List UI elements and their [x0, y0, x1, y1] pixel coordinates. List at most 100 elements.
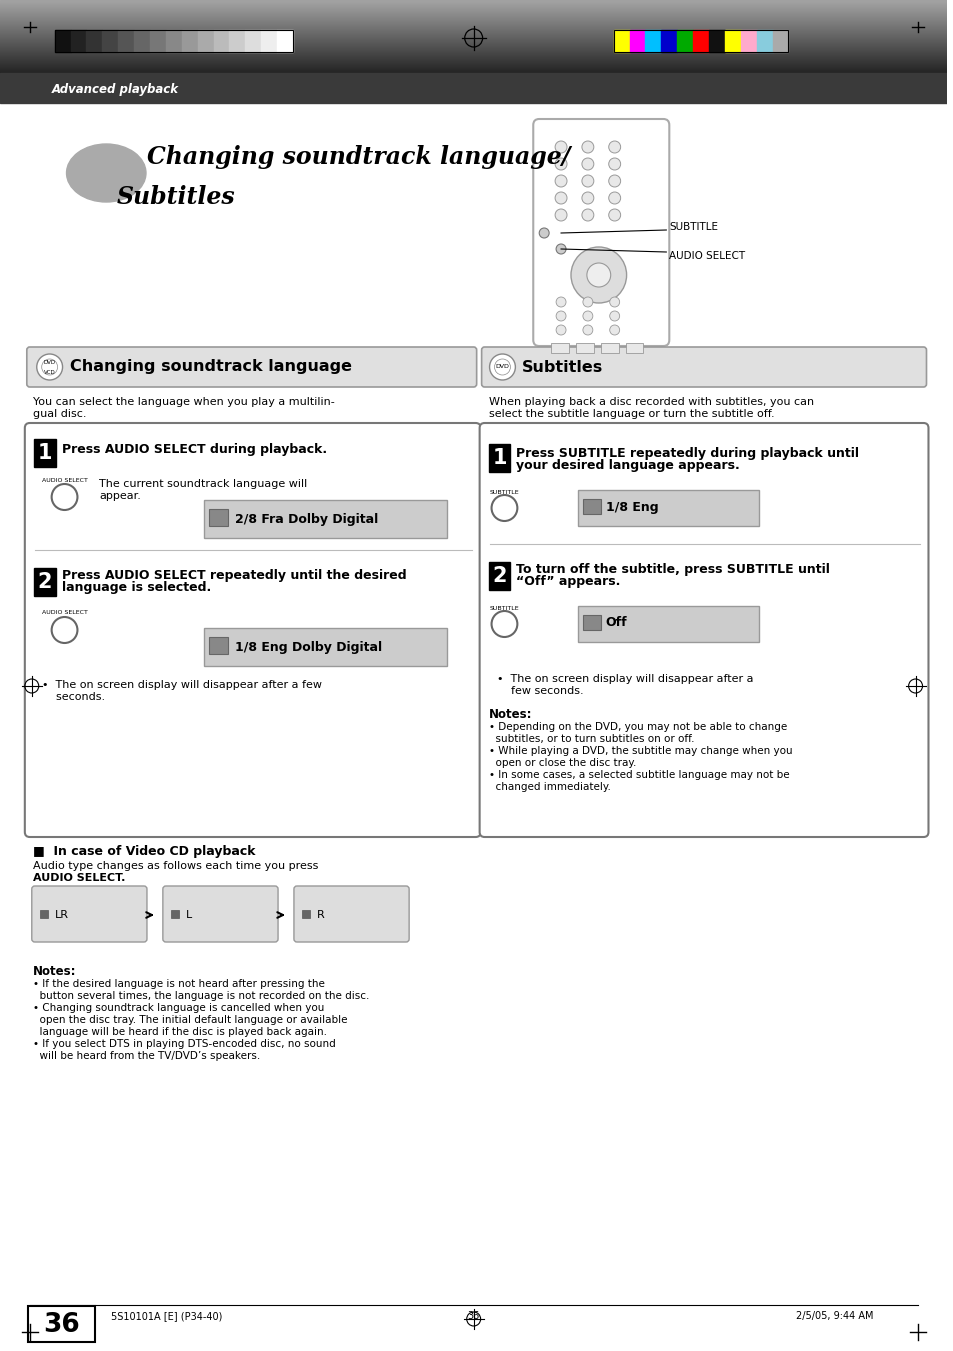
- Bar: [625, 343, 643, 353]
- Text: your desired language appears.: your desired language appears.: [516, 458, 740, 471]
- Text: language is selected.: language is selected.: [62, 581, 211, 594]
- Text: • Depending on the DVD, you may not be able to change: • Depending on the DVD, you may not be a…: [488, 721, 786, 732]
- Text: language will be heard if the disc is played back again.: language will be heard if the disc is pl…: [32, 1027, 327, 1038]
- FancyBboxPatch shape: [25, 423, 480, 838]
- Text: • In some cases, a selected subtitle language may not be: • In some cases, a selected subtitle lan…: [488, 770, 788, 780]
- Bar: [213, 30, 229, 51]
- Bar: [0, 73, 946, 103]
- Ellipse shape: [67, 145, 146, 203]
- Text: Notes:: Notes:: [488, 708, 532, 721]
- Text: Press AUDIO SELECT repeatedly until the desired: Press AUDIO SELECT repeatedly until the …: [62, 570, 406, 582]
- Bar: [150, 30, 166, 51]
- Bar: [54, 30, 293, 51]
- Text: will be heard from the TV/DVD’s speakers.: will be heard from the TV/DVD’s speakers…: [32, 1051, 260, 1061]
- Circle shape: [555, 209, 566, 222]
- Text: AUDIO SELECT: AUDIO SELECT: [42, 611, 88, 616]
- Text: • While playing a DVD, the subtitle may change when you: • While playing a DVD, the subtitle may …: [488, 746, 791, 757]
- Bar: [772, 30, 787, 51]
- Circle shape: [581, 192, 593, 204]
- Text: SUBTITLE: SUBTITLE: [669, 222, 718, 232]
- Circle shape: [556, 326, 565, 335]
- Bar: [613, 30, 787, 51]
- Text: You can select the language when you play a multilin-: You can select the language when you pla…: [32, 397, 335, 407]
- Bar: [600, 343, 618, 353]
- Text: 1: 1: [492, 449, 506, 467]
- Text: “Off” appears.: “Off” appears.: [516, 576, 620, 589]
- Circle shape: [491, 494, 517, 521]
- Text: open the disc tray. The initial default language or available: open the disc tray. The initial default …: [32, 1015, 347, 1025]
- Bar: [578, 490, 758, 526]
- FancyBboxPatch shape: [533, 119, 669, 346]
- Bar: [71, 30, 87, 51]
- Circle shape: [608, 209, 620, 222]
- FancyBboxPatch shape: [479, 423, 927, 838]
- Circle shape: [489, 354, 515, 380]
- FancyBboxPatch shape: [481, 347, 925, 386]
- Bar: [28, 1306, 95, 1342]
- Bar: [677, 30, 693, 51]
- Circle shape: [581, 176, 593, 186]
- Text: Changing soundtrack language/: Changing soundtrack language/: [147, 145, 570, 169]
- Text: 2: 2: [37, 571, 51, 592]
- Text: 2/8 Fra Dolby Digital: 2/8 Fra Dolby Digital: [235, 512, 378, 526]
- Text: 36: 36: [467, 1310, 479, 1321]
- Text: DVD: DVD: [44, 361, 55, 366]
- Bar: [54, 30, 71, 51]
- Bar: [582, 615, 600, 630]
- Text: subtitles, or to turn subtitles on or off.: subtitles, or to turn subtitles on or of…: [488, 734, 694, 744]
- Bar: [708, 30, 724, 51]
- Bar: [33, 567, 55, 596]
- Bar: [102, 30, 118, 51]
- Circle shape: [491, 611, 517, 638]
- Text: VCD: VCD: [44, 370, 55, 374]
- Circle shape: [538, 228, 549, 238]
- FancyBboxPatch shape: [163, 886, 277, 942]
- Bar: [551, 343, 568, 353]
- Text: select the subtitle language or turn the subtitle off.: select the subtitle language or turn the…: [488, 409, 774, 419]
- FancyBboxPatch shape: [294, 886, 409, 942]
- Bar: [245, 30, 261, 51]
- Bar: [197, 30, 213, 51]
- Bar: [181, 30, 197, 51]
- FancyBboxPatch shape: [31, 886, 147, 942]
- Text: SUBTITLE: SUBTITLE: [489, 489, 518, 494]
- Circle shape: [555, 158, 566, 170]
- Bar: [203, 628, 446, 666]
- Circle shape: [51, 617, 77, 643]
- Circle shape: [609, 297, 619, 307]
- Text: 5S10101A [E] (P34-40): 5S10101A [E] (P34-40): [112, 1310, 222, 1321]
- Bar: [118, 30, 134, 51]
- Text: seconds.: seconds.: [42, 692, 105, 703]
- FancyBboxPatch shape: [27, 347, 476, 386]
- Bar: [40, 911, 48, 917]
- Text: SUBTITLE: SUBTITLE: [489, 605, 518, 611]
- Bar: [629, 30, 645, 51]
- Circle shape: [581, 158, 593, 170]
- Circle shape: [556, 245, 565, 254]
- Text: Press SUBTITLE repeatedly during playback until: Press SUBTITLE repeatedly during playbac…: [516, 446, 859, 459]
- Bar: [724, 30, 740, 51]
- Text: AUDIO SELECT: AUDIO SELECT: [42, 477, 88, 482]
- Bar: [166, 30, 181, 51]
- Circle shape: [608, 141, 620, 153]
- Circle shape: [582, 326, 592, 335]
- Text: To turn off the subtitle, press SUBTITLE until: To turn off the subtitle, press SUBTITLE…: [516, 563, 829, 577]
- Text: AUDIO SELECT.: AUDIO SELECT.: [32, 873, 125, 884]
- Bar: [276, 30, 293, 51]
- Text: 1: 1: [37, 443, 51, 463]
- Bar: [740, 30, 756, 51]
- Bar: [582, 499, 600, 513]
- Circle shape: [582, 311, 592, 322]
- Text: Changing soundtrack language: Changing soundtrack language: [70, 359, 351, 374]
- Circle shape: [608, 192, 620, 204]
- Circle shape: [581, 141, 593, 153]
- Text: •  The on screen display will disappear after a few: • The on screen display will disappear a…: [42, 680, 321, 690]
- Bar: [33, 439, 55, 467]
- Circle shape: [582, 297, 592, 307]
- Text: DVD: DVD: [495, 365, 509, 370]
- Bar: [261, 30, 276, 51]
- Circle shape: [556, 297, 565, 307]
- Text: •  The on screen display will disappear after a: • The on screen display will disappear a…: [496, 674, 752, 684]
- Bar: [209, 509, 228, 526]
- Text: Press AUDIO SELECT during playback.: Press AUDIO SELECT during playback.: [62, 443, 326, 455]
